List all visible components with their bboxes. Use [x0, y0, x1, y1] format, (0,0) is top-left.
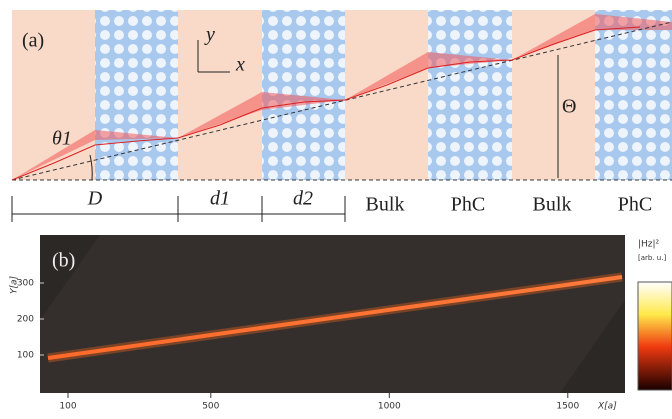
phc-region [95, 10, 178, 180]
x-axis-label: X[a] [597, 402, 617, 412]
angle-label: θ1 [52, 128, 72, 150]
colorbar-label: |Hz|² [638, 240, 660, 250]
segment-label: d1 [210, 188, 230, 210]
colorbar-unit: [arb. u.] [638, 254, 666, 262]
panel-label: (a) [22, 30, 44, 52]
panel-label: (b) [52, 250, 75, 272]
x-tick-label: 1000 [378, 402, 401, 412]
segment-label: PhC [451, 194, 485, 216]
y-tick-label: 300 [17, 279, 34, 289]
phc-region [595, 10, 672, 180]
panel-b: (b) Y[a] X[a] |Hz|² [arb. u.] 1002003001… [10, 235, 672, 412]
x-tick-label: 1500 [556, 402, 579, 412]
segment-label: Bulk [366, 194, 405, 216]
axis-label: y [204, 24, 215, 46]
segment-label: d2 [293, 188, 313, 210]
y-tick-label: 100 [17, 351, 34, 361]
segment-label: D [87, 188, 103, 210]
angle-label: Θ [562, 96, 576, 118]
phc-region [428, 10, 512, 180]
segment-label: Bulk [533, 194, 572, 216]
segment-label: PhC [618, 194, 652, 216]
colorbar [638, 282, 672, 390]
x-tick-label: 100 [59, 402, 76, 412]
axis-label: x [235, 54, 245, 76]
y-tick-label: 200 [17, 315, 34, 325]
x-tick-label: 500 [202, 402, 219, 412]
